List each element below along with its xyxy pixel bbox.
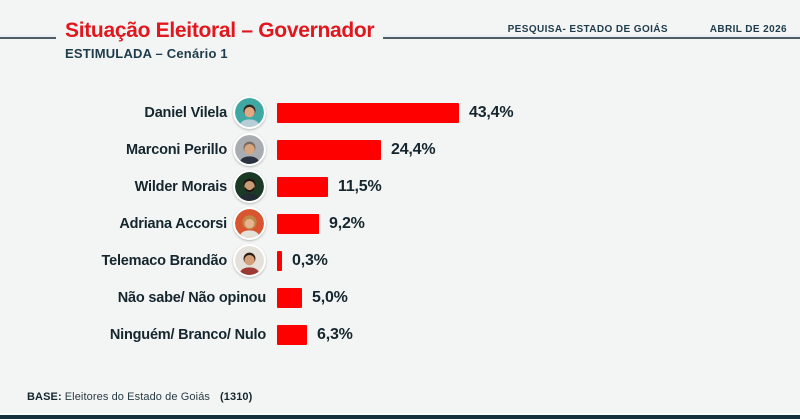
chart-row-marconi-perillo: Marconi Perillo 24,4%	[0, 131, 800, 168]
page-title: Situação Eleitoral – Governador	[65, 19, 375, 42]
candidate-label: Não sabe/ Não opinou	[117, 289, 266, 306]
avatar-daniel-vilela	[233, 96, 266, 129]
bar-marconi-perillo	[277, 139, 381, 160]
candidate-label: Telemaco Brandão	[101, 252, 228, 269]
value-label: 9,2%	[329, 214, 365, 232]
chart-row-nao-sabe-nao-opinou: Não sabe/ Não opinou 5,0%	[0, 279, 800, 316]
base-label: BASE:	[27, 391, 62, 403]
value-label: 43,4%	[469, 103, 514, 121]
chart-row-telemaco-brandao: Telemaco Brandão 0,3%	[0, 242, 800, 279]
row-left: Daniel Vilela	[0, 96, 266, 129]
chart-row-wilder-morais: Wilder Morais 11,5%	[0, 168, 800, 205]
bar-adriana-accorsi	[277, 213, 319, 234]
base-note: BASE: Eleitores do Estado de Goiás (1310)	[27, 391, 252, 403]
bar-ninguem-branco-nulo	[277, 324, 307, 345]
footer-divider	[0, 413, 800, 415]
candidate-label: Daniel Vilela	[144, 104, 227, 121]
footer-accent-bar	[0, 415, 800, 419]
value-label: 24,4%	[391, 140, 436, 158]
value-label: 5,0%	[312, 288, 348, 306]
row-left: Adriana Accorsi	[0, 207, 266, 240]
row-left: Ninguém/ Branco/ Nulo	[0, 327, 266, 343]
candidate-label: Wilder Morais	[134, 178, 228, 195]
value-label: 11,5%	[338, 177, 382, 195]
header-rule-highlight	[0, 35, 800, 37]
base-count: (1310)	[220, 391, 253, 403]
bar-nao-sabe-nao-opinou	[277, 287, 302, 308]
value-label: 0,3%	[292, 251, 328, 269]
chart-row-ninguem-branco-nulo: Ninguém/ Branco/ Nulo 6,3%	[0, 316, 800, 353]
avatar-marconi-perillo	[233, 133, 266, 166]
row-left: Telemaco Brandão	[0, 244, 266, 277]
bar-daniel-vilela	[277, 102, 459, 123]
value-label: 6,3%	[317, 325, 353, 343]
avatar-wilder-morais	[233, 170, 266, 203]
row-left: Não sabe/ Não opinou	[0, 290, 266, 306]
candidate-label: Ninguém/ Branco/ Nulo	[109, 326, 266, 343]
candidate-label: Marconi Perillo	[126, 141, 227, 158]
page-subtitle: ESTIMULADA – Cenário 1	[65, 46, 228, 61]
row-left: Marconi Perillo	[0, 133, 266, 166]
survey-date-label: ABRIL DE 2026	[709, 24, 787, 35]
title-block: Situação Eleitoral – Governador ESTIMULA…	[56, 17, 384, 64]
base-text: Eleitores do Estado de Goiás	[64, 391, 211, 403]
chart-row-adriana-accorsi: Adriana Accorsi 9,2%	[0, 205, 800, 242]
bar-telemaco-brandao	[277, 250, 282, 271]
row-left: Wilder Morais	[0, 170, 266, 203]
chart-row-daniel-vilela: Daniel Vilela 43,4%	[0, 94, 800, 131]
survey-region-label: PESQUISA- ESTADO DE GOIÁS	[507, 24, 668, 35]
avatar-adriana-accorsi	[233, 207, 266, 240]
bar-chart: Daniel Vilela 43,4% Marconi Perillo 24,4% Wi…	[0, 94, 800, 353]
candidate-label: Adriana Accorsi	[119, 215, 227, 232]
header-rule	[0, 37, 800, 39]
avatar-telemaco-brandao	[233, 244, 266, 277]
bar-wilder-morais	[277, 176, 328, 197]
